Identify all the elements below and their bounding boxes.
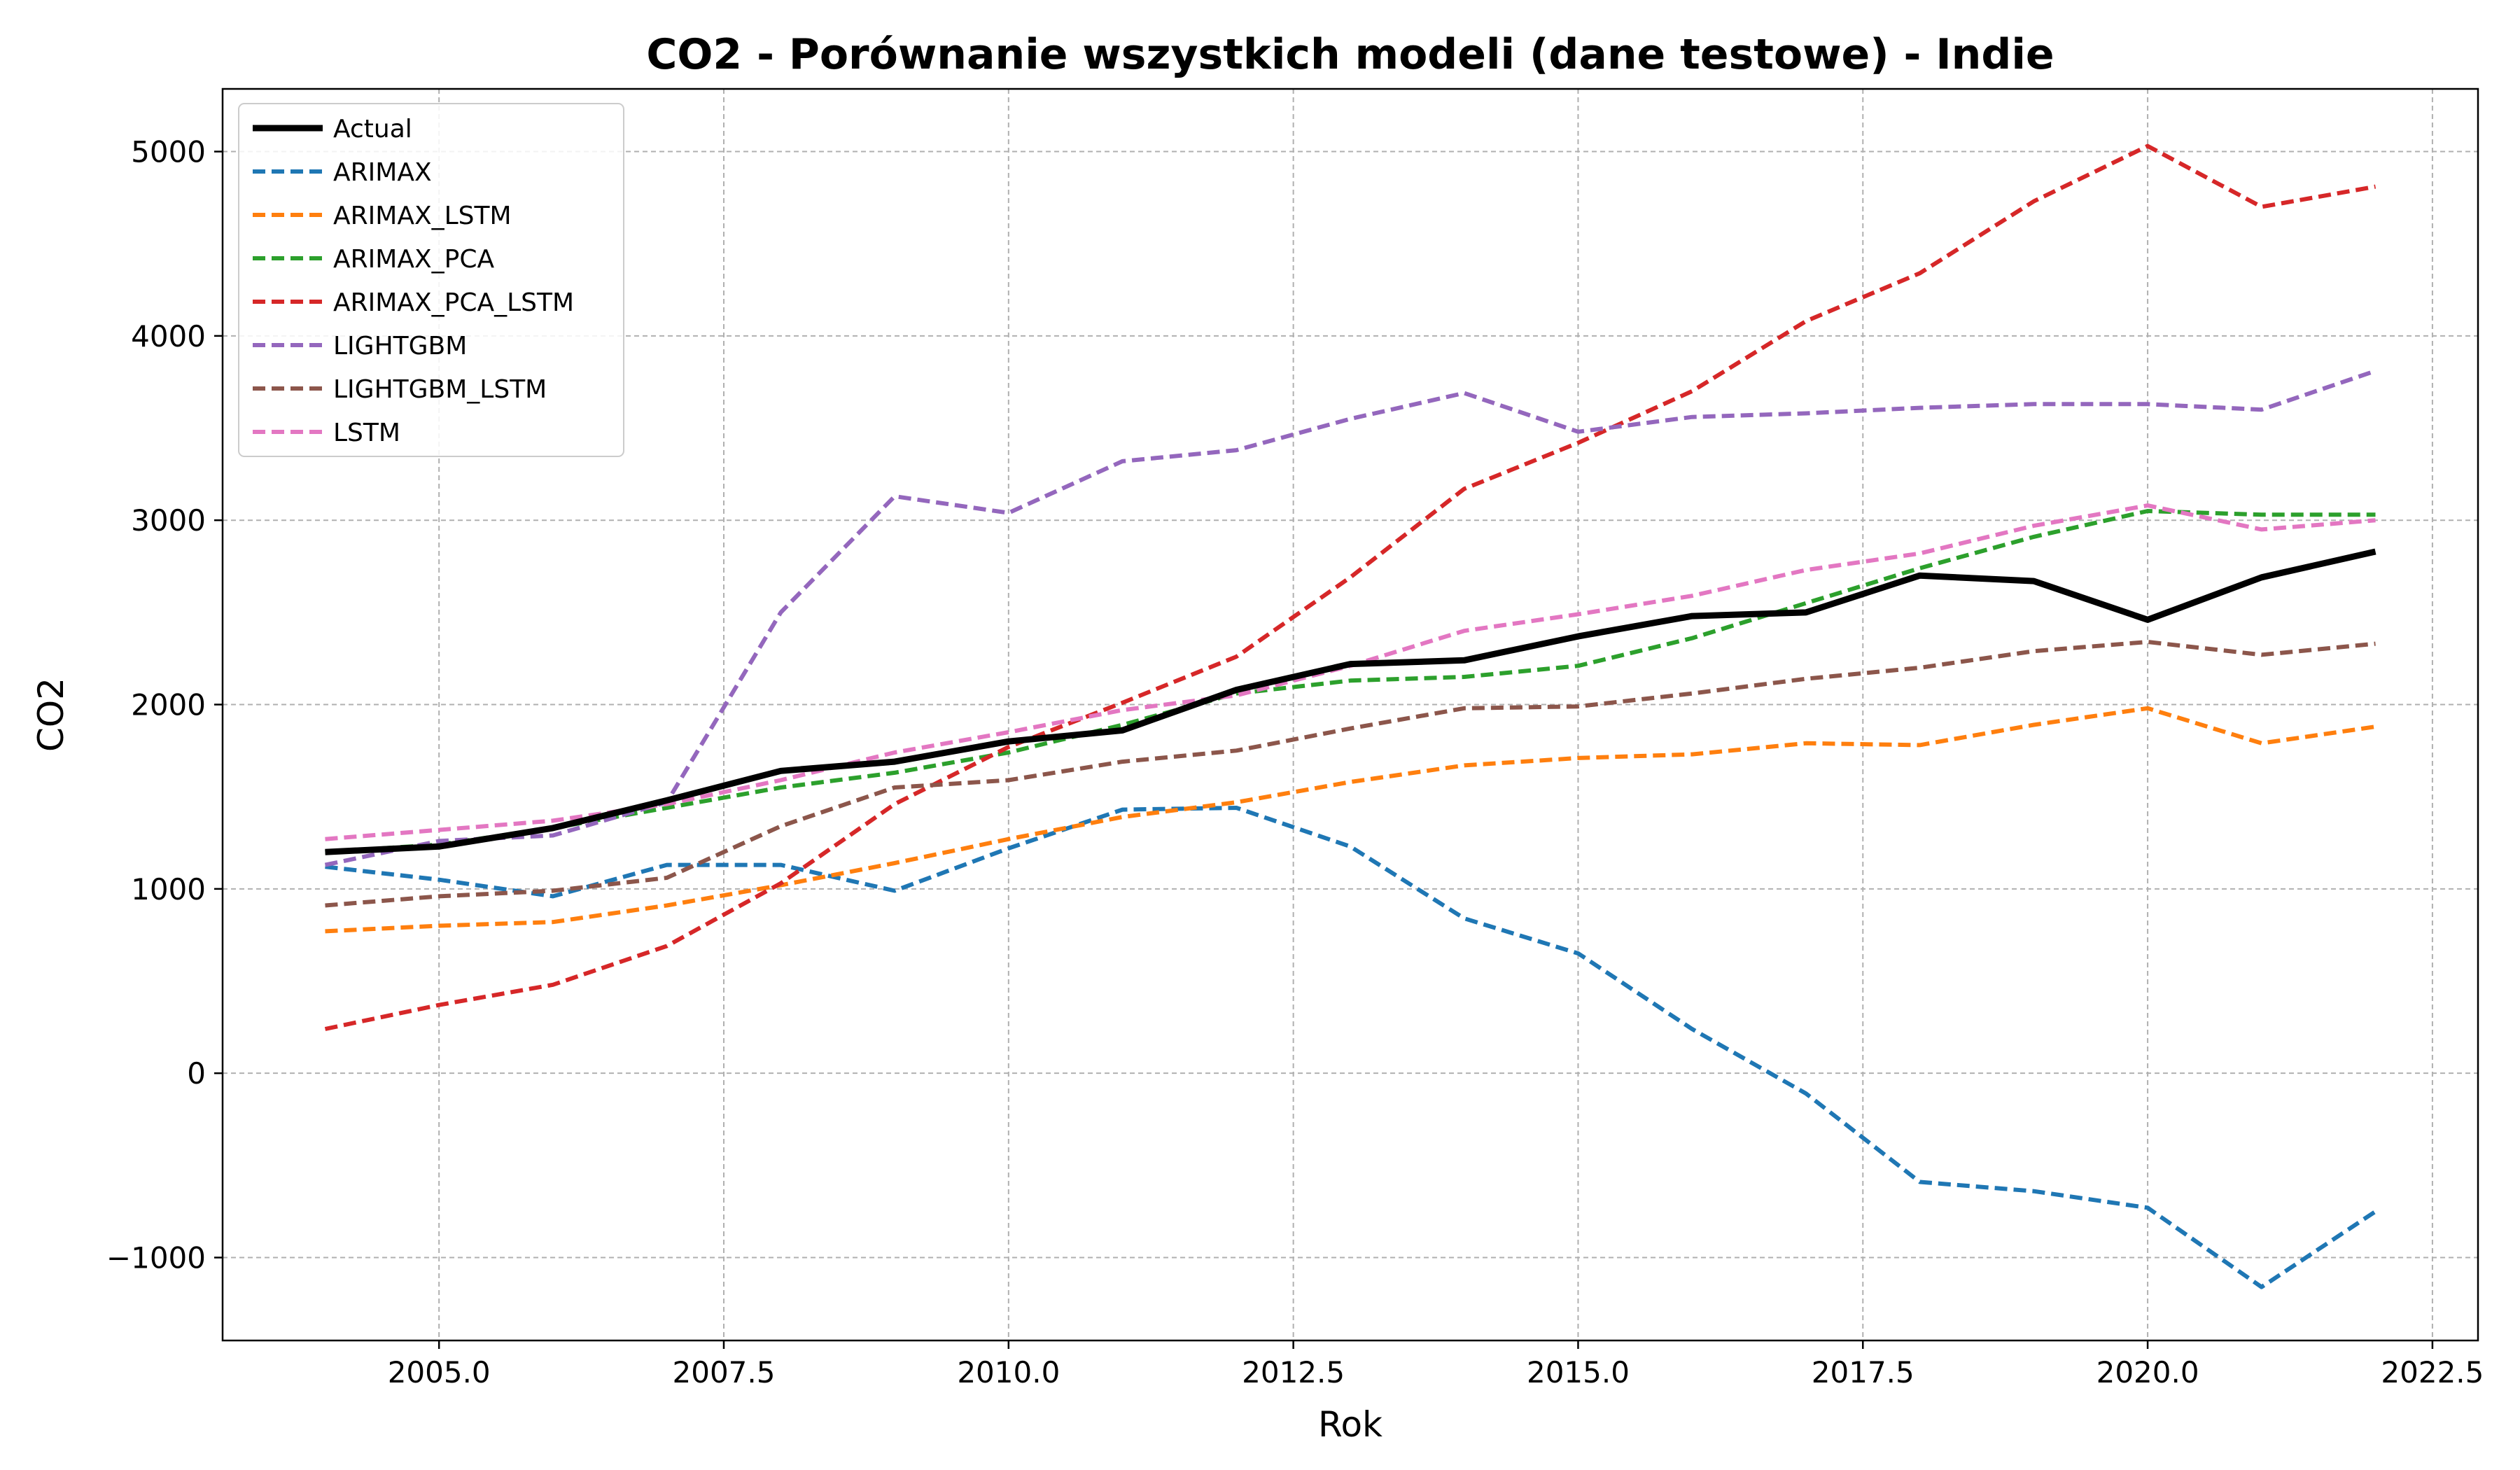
series-line-arimax-pca-lstm	[324, 144, 2376, 1031]
series-line-arimax-pca	[325, 509, 2376, 855]
y-tick-label: 5000	[131, 135, 206, 169]
series-line-lightgbm-lstm	[325, 640, 2376, 908]
legend-label-arimax: ARIMAX	[333, 158, 432, 187]
legend-label-lightgbm-lstm: LIGHTGBM_LSTM	[333, 375, 547, 404]
y-tick-label: 0	[187, 1056, 206, 1091]
x-tick-label: 2022.5	[2381, 1355, 2484, 1390]
x-tick-label: 2005.0	[388, 1355, 491, 1390]
chart-title: CO2 - Porównanie wszystkich modeli (dane…	[646, 30, 2054, 79]
legend-box	[238, 103, 624, 457]
series-line-arimax	[325, 806, 2377, 1289]
x-tick-label: 2017.5	[1812, 1355, 1914, 1390]
legend-label-lightgbm: LIGHTGBM	[333, 332, 467, 360]
x-axis-label: Rok	[1318, 1404, 1382, 1445]
series-line-actual	[325, 548, 2376, 855]
y-tick-label: 3000	[131, 503, 206, 538]
plot-frame	[221, 88, 2479, 1342]
legend-label-arimax-lstm: ARIMAX_LSTM	[333, 202, 512, 230]
y-axis-label: CO2	[31, 678, 71, 752]
y-tick-label: 1000	[131, 872, 206, 906]
y-tick-label: −1000	[106, 1241, 206, 1275]
x-tick-label: 2015.0	[1527, 1355, 1630, 1390]
x-tick-label: 2010.0	[957, 1355, 1060, 1390]
x-tick-label: 2012.5	[1242, 1355, 1345, 1390]
grid	[223, 89, 2478, 1340]
series-lines	[324, 144, 2377, 1289]
legend-label-arimax-pca-lstm: ARIMAX_PCA_LSTM	[333, 288, 574, 317]
x-tick-label: 2020.0	[2096, 1355, 2199, 1390]
legend: Actual ARIMAX ARIMAX_LSTM ARIMAX_PCA ARIMAX_…	[238, 103, 624, 457]
legend-label-arimax-pca: ARIMAX_PCA	[333, 245, 494, 274]
y-tick-label: 4000	[131, 319, 206, 354]
legend-label-lstm: LSTM	[333, 419, 400, 447]
series-line-arimax-lstm	[325, 706, 2376, 934]
axis-ticks: 2005.0 2007.5 2010.0 2012.5 2015.0 2017.5 2020…	[106, 135, 2484, 1390]
legend-label-actual: Actual	[333, 115, 412, 144]
x-tick-label: 2007.5	[673, 1355, 776, 1390]
y-tick-label: 2000	[131, 688, 206, 722]
